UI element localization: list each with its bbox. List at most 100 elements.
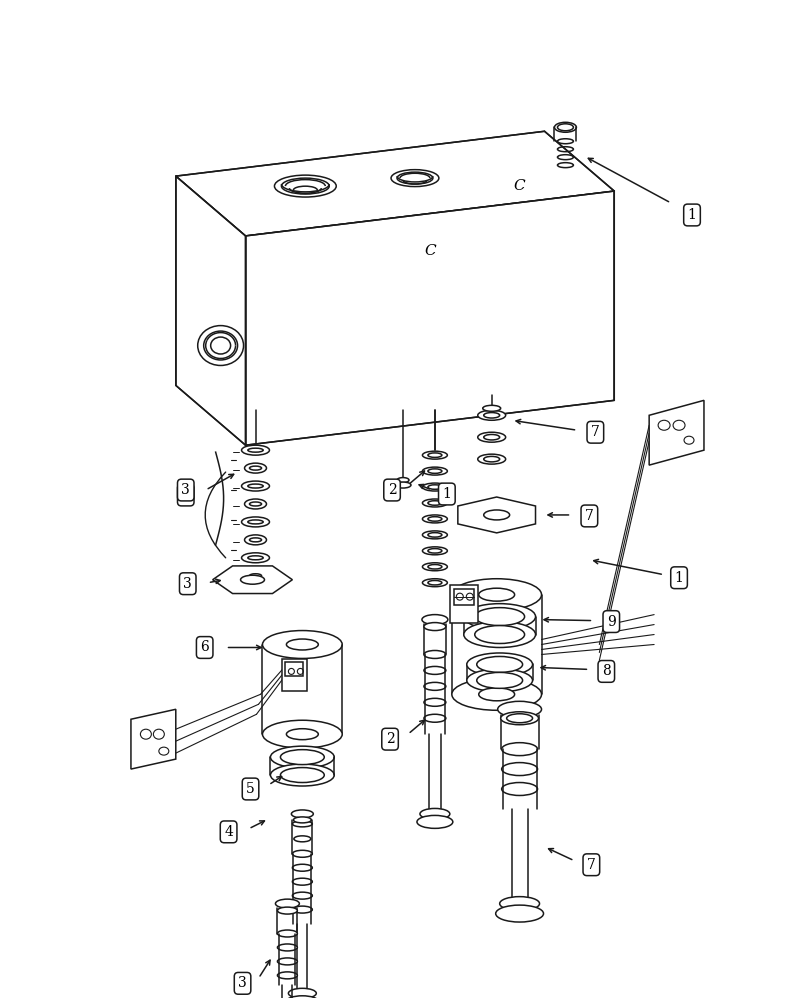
Ellipse shape [241, 575, 264, 584]
Ellipse shape [423, 579, 448, 587]
Ellipse shape [495, 905, 544, 922]
Text: 2: 2 [385, 732, 394, 746]
Ellipse shape [424, 666, 446, 674]
Bar [283, 659, 307, 691]
Ellipse shape [292, 892, 313, 899]
Ellipse shape [292, 810, 314, 818]
Ellipse shape [452, 579, 541, 611]
Ellipse shape [292, 878, 313, 885]
Ellipse shape [484, 510, 510, 520]
Ellipse shape [673, 420, 685, 430]
Ellipse shape [479, 588, 515, 601]
Ellipse shape [423, 451, 448, 459]
Text: 3: 3 [181, 488, 190, 502]
Ellipse shape [277, 907, 297, 914]
Ellipse shape [293, 817, 311, 823]
Ellipse shape [292, 850, 313, 857]
Ellipse shape [467, 653, 532, 676]
Ellipse shape [478, 410, 506, 420]
Ellipse shape [263, 720, 343, 748]
Ellipse shape [424, 698, 446, 706]
Ellipse shape [499, 897, 540, 911]
Text: 1: 1 [675, 571, 684, 585]
Ellipse shape [263, 631, 343, 658]
Text: 5: 5 [246, 782, 255, 796]
Ellipse shape [423, 563, 448, 571]
Ellipse shape [245, 535, 267, 545]
Ellipse shape [275, 175, 336, 197]
Polygon shape [213, 566, 292, 594]
Ellipse shape [277, 944, 297, 951]
Text: 3: 3 [181, 483, 190, 497]
Text: 7: 7 [591, 425, 600, 439]
Text: 9: 9 [607, 615, 616, 629]
Ellipse shape [478, 454, 506, 464]
Ellipse shape [424, 714, 446, 722]
Ellipse shape [154, 729, 164, 739]
Ellipse shape [198, 326, 243, 365]
Ellipse shape [242, 517, 269, 527]
Ellipse shape [424, 623, 446, 631]
Ellipse shape [502, 763, 537, 776]
Ellipse shape [280, 750, 324, 765]
Ellipse shape [277, 958, 297, 965]
Polygon shape [131, 709, 176, 769]
Text: 3: 3 [183, 577, 192, 591]
Ellipse shape [423, 531, 448, 539]
Bar [285, 662, 303, 676]
Ellipse shape [423, 515, 448, 523]
Ellipse shape [452, 678, 541, 710]
Ellipse shape [507, 714, 532, 723]
Ellipse shape [423, 483, 448, 491]
Ellipse shape [292, 906, 313, 913]
Text: C: C [424, 244, 436, 258]
Ellipse shape [659, 420, 670, 430]
Ellipse shape [277, 972, 297, 979]
Ellipse shape [423, 467, 448, 475]
Ellipse shape [276, 899, 299, 908]
Ellipse shape [424, 650, 446, 658]
Text: 1: 1 [688, 208, 696, 222]
Ellipse shape [286, 639, 318, 650]
Text: 7: 7 [585, 509, 594, 523]
Ellipse shape [477, 656, 523, 672]
Text: 8: 8 [602, 664, 611, 678]
Ellipse shape [294, 836, 311, 842]
Ellipse shape [482, 405, 501, 411]
Text: 3: 3 [238, 976, 247, 990]
Ellipse shape [554, 122, 576, 132]
Ellipse shape [502, 743, 537, 756]
Ellipse shape [280, 768, 324, 783]
Ellipse shape [242, 481, 269, 491]
Ellipse shape [391, 170, 439, 187]
Ellipse shape [395, 482, 411, 488]
Ellipse shape [245, 463, 267, 473]
Ellipse shape [271, 764, 335, 786]
Ellipse shape [277, 930, 297, 937]
Polygon shape [246, 191, 614, 445]
Ellipse shape [467, 669, 532, 692]
Ellipse shape [245, 571, 267, 581]
Ellipse shape [292, 864, 313, 871]
Text: 2: 2 [388, 483, 397, 497]
Ellipse shape [502, 783, 537, 795]
Ellipse shape [479, 688, 515, 701]
Ellipse shape [292, 821, 313, 827]
Text: C: C [514, 179, 525, 193]
Ellipse shape [424, 682, 446, 690]
Ellipse shape [475, 626, 524, 644]
Bar [454, 589, 473, 605]
Ellipse shape [141, 729, 151, 739]
Ellipse shape [242, 553, 269, 563]
Ellipse shape [475, 608, 524, 626]
Polygon shape [176, 131, 614, 236]
Ellipse shape [422, 615, 448, 625]
Ellipse shape [286, 996, 318, 1000]
Polygon shape [458, 497, 536, 533]
Ellipse shape [420, 808, 450, 819]
Ellipse shape [464, 604, 536, 630]
Ellipse shape [464, 622, 536, 647]
Polygon shape [649, 400, 704, 465]
Ellipse shape [501, 712, 539, 725]
Ellipse shape [478, 432, 506, 442]
